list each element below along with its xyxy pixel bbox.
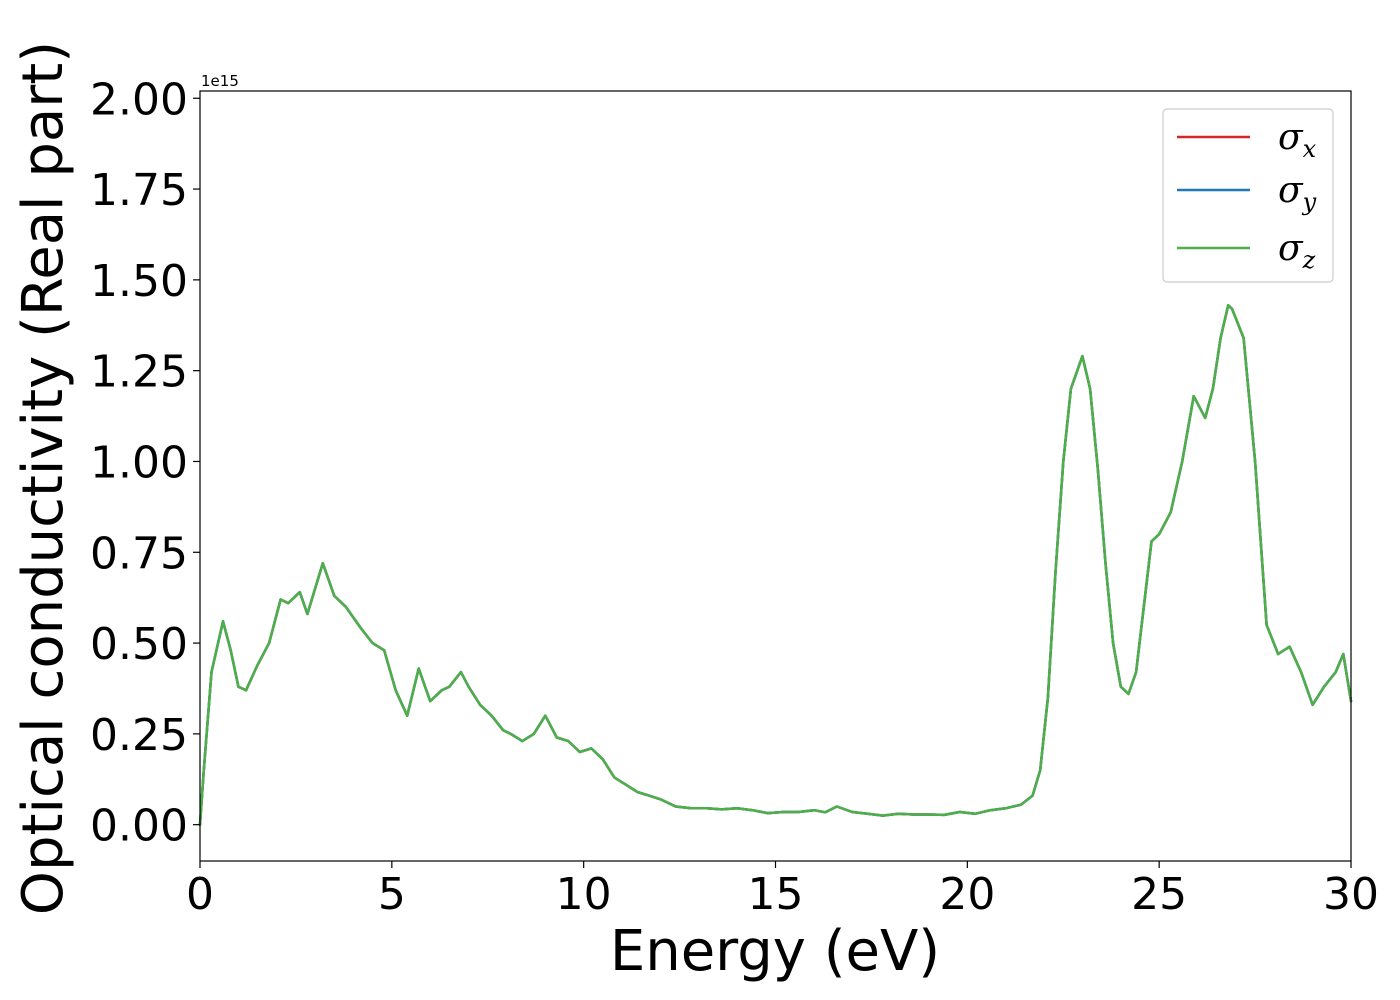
y-tick-label: 0.50 [90, 619, 188, 670]
x-tick-label: 15 [748, 869, 804, 920]
x-axis-title: Energy (eV) [610, 919, 940, 984]
x-tick-label: 5 [378, 869, 406, 920]
x-tick-label: 30 [1323, 869, 1379, 920]
legend-label-x: σx [1278, 117, 1317, 163]
y-tick-label: 1.75 [90, 165, 188, 216]
x-tick-label: 0 [186, 869, 214, 920]
y-axis-title: Optical conductivity (Real part) [11, 41, 76, 915]
y-tick-label: 0.75 [90, 528, 188, 579]
y-axis: 0.00 0.25 0.50 0.75 1.00 1.25 1.50 1.75 2.00 [90, 74, 200, 852]
y-tick-label: 0.25 [90, 710, 188, 761]
series-layer [198, 304, 1353, 826]
x-tick-label: 10 [556, 869, 612, 920]
x-axis: 0 5 10 15 20 25 30 [186, 861, 1379, 920]
series-line-z [198, 304, 1353, 826]
legend-label-z: σz [1278, 228, 1316, 274]
legend-label-y: σy [1278, 170, 1317, 216]
y-tick-label: 1.25 [90, 347, 188, 398]
x-tick-label: 20 [939, 869, 995, 920]
y-tick-label: 0.00 [90, 801, 188, 852]
y-tick-label: 2.00 [90, 74, 188, 125]
x-tick-label: 25 [1131, 869, 1187, 920]
legend-box [1162, 108, 1334, 283]
y-tick-label: 1.50 [90, 256, 188, 307]
y-tick-label: 1.00 [90, 437, 188, 488]
legend: σx σy σz [1162, 108, 1334, 283]
y-offset-label: 1e15 [201, 72, 239, 90]
